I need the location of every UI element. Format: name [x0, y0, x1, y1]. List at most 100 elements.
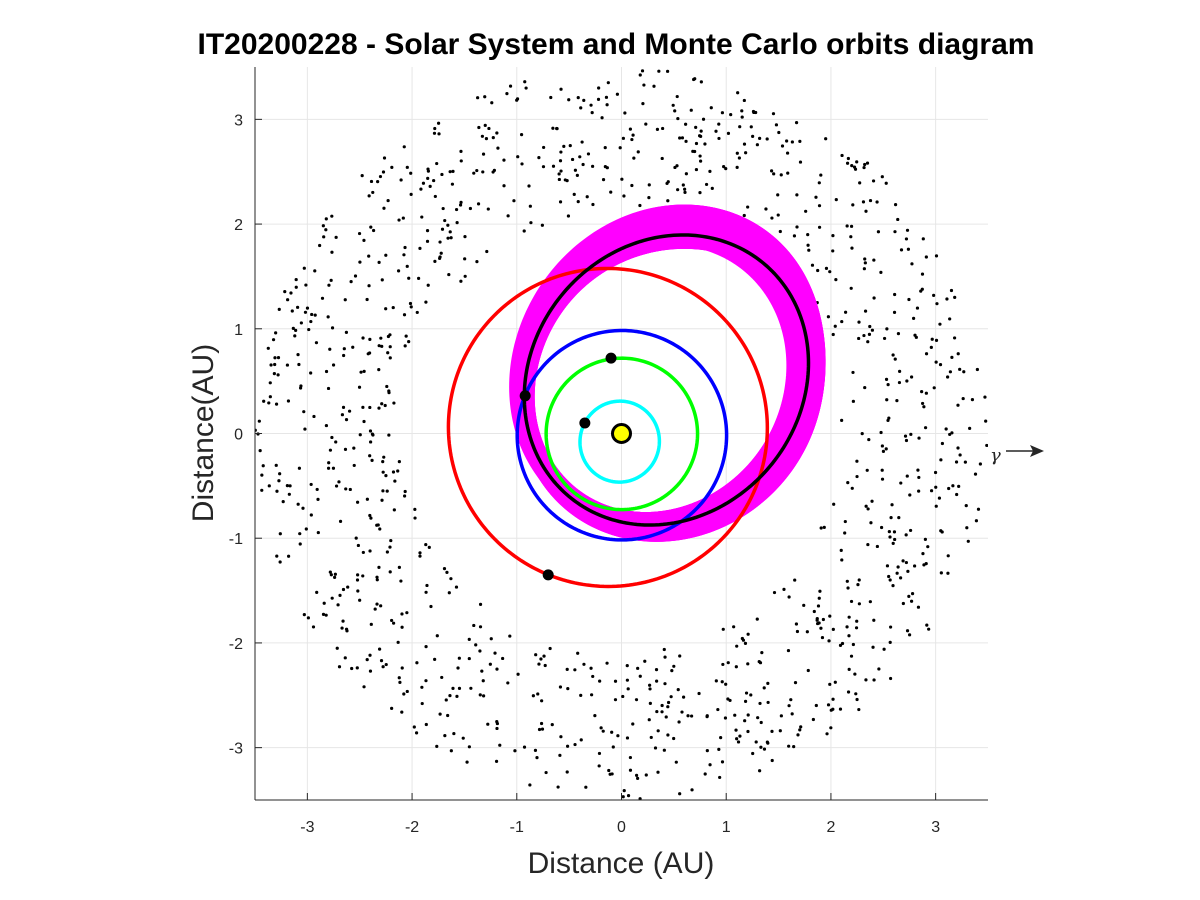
asteroid-dot: [605, 661, 609, 665]
asteroid-dot: [368, 513, 372, 518]
asteroid-dot: [884, 447, 888, 451]
asteroid-dot: [357, 231, 362, 236]
asteroid-dot: [634, 698, 639, 702]
asteroid-dot: [328, 347, 332, 351]
venus-marker: [605, 352, 617, 364]
asteroid-dot: [766, 681, 770, 685]
asteroid-dot: [390, 165, 394, 170]
asteroid-dot: [506, 681, 510, 685]
asteroid-dot: [849, 286, 853, 290]
asteroid-dot: [865, 161, 870, 165]
asteroid-dot: [840, 558, 844, 562]
asteroid-dot: [494, 759, 499, 763]
asteroid-dot: [613, 698, 618, 702]
asteroid-dot: [666, 733, 670, 737]
asteroid-dot: [903, 434, 908, 438]
asteroid-dot: [802, 603, 806, 607]
asteroid-dot: [863, 261, 867, 265]
asteroid-dot: [400, 666, 404, 670]
asteroid-dot: [917, 489, 921, 493]
asteroid-dot: [361, 405, 365, 409]
asteroid-dot: [952, 336, 957, 340]
asteroid-dot: [870, 499, 874, 503]
asteroid-dot: [665, 181, 669, 186]
asteroid-dot: [824, 266, 829, 270]
asteroid-dot: [513, 749, 517, 753]
asteroid-dot: [418, 551, 422, 555]
asteroid-dot: [274, 402, 279, 406]
asteroid-dot: [478, 625, 483, 629]
asteroid-dot: [605, 166, 609, 170]
asteroid-dot: [366, 352, 370, 356]
asteroid-dot: [751, 751, 755, 756]
mercury-orbit: [578, 399, 662, 484]
asteroid-dot: [684, 139, 688, 143]
x-tick-label: -2: [405, 819, 419, 836]
asteroid-dot: [356, 573, 360, 577]
asteroid-dot: [794, 121, 799, 125]
asteroid-dot: [666, 199, 670, 203]
asteroid-dot: [807, 248, 811, 252]
mars-marker: [542, 569, 554, 581]
vernal-equinox-marker: γ: [990, 445, 1044, 466]
asteroid-dot: [324, 228, 328, 232]
asteroid-dot: [343, 447, 348, 451]
asteroid-dot: [435, 161, 439, 166]
asteroid-dot: [924, 391, 928, 395]
asteroid-dot: [288, 484, 292, 488]
asteroid-dot: [642, 83, 646, 87]
asteroid-dot: [840, 418, 844, 422]
asteroid-dot: [690, 788, 694, 792]
asteroid-dot: [643, 659, 647, 663]
asteroid-dot: [868, 324, 872, 329]
asteroid-dot: [371, 228, 376, 233]
asteroid-dot: [424, 300, 428, 304]
asteroid-dot: [340, 626, 344, 630]
asteroid-dot: [735, 644, 739, 648]
asteroid-dot: [414, 731, 419, 735]
mars-orbit: [446, 266, 770, 589]
asteroid-dot: [663, 682, 667, 686]
asteroid-dot: [382, 206, 386, 210]
asteroid-dot: [847, 667, 851, 671]
asteroid-dot: [537, 727, 542, 732]
asteroid-dot: [420, 685, 424, 689]
asteroid-dot: [855, 160, 859, 164]
asteroid-dot: [922, 405, 926, 409]
asteroid-dot: [819, 626, 823, 630]
asteroid-dot: [887, 530, 891, 534]
asteroid-dot: [397, 459, 401, 464]
asteroid-dot: [850, 246, 854, 250]
asteroid-dot: [311, 625, 316, 629]
asteroid-dot: [489, 637, 493, 641]
asteroid-dot: [362, 369, 366, 374]
asteroid-dot: [917, 475, 921, 480]
asteroid-dot: [330, 435, 334, 440]
asteroid-dot: [381, 470, 385, 474]
asteroid-dot: [940, 441, 945, 446]
asteroid-dot: [566, 214, 571, 218]
asteroid-dot: [446, 236, 450, 240]
asteroid-dot: [405, 611, 409, 615]
asteroid-dot: [516, 672, 520, 676]
asteroid-dot: [849, 235, 853, 239]
asteroid-dot: [735, 151, 739, 155]
asteroid-dot: [620, 177, 624, 181]
asteroid-dot: [939, 458, 943, 462]
asteroid-dot: [647, 196, 651, 200]
asteroid-dot: [492, 168, 496, 172]
asteroid-dot: [814, 703, 818, 708]
asteroid-dot: [476, 202, 481, 206]
asteroid-dot: [666, 700, 671, 705]
asteroid-dot: [294, 285, 298, 289]
asteroid-dot: [662, 748, 666, 752]
asteroid-dot: [420, 701, 424, 706]
asteroid-dot: [644, 773, 648, 777]
asteroid-dot: [766, 700, 770, 705]
asteroid-dot: [558, 753, 562, 757]
asteroid-dot: [502, 184, 506, 188]
asteroid-dot: [869, 521, 873, 525]
asteroid-dot: [779, 173, 783, 177]
asteroid-dot: [559, 150, 563, 154]
asteroid-dot: [648, 683, 652, 687]
